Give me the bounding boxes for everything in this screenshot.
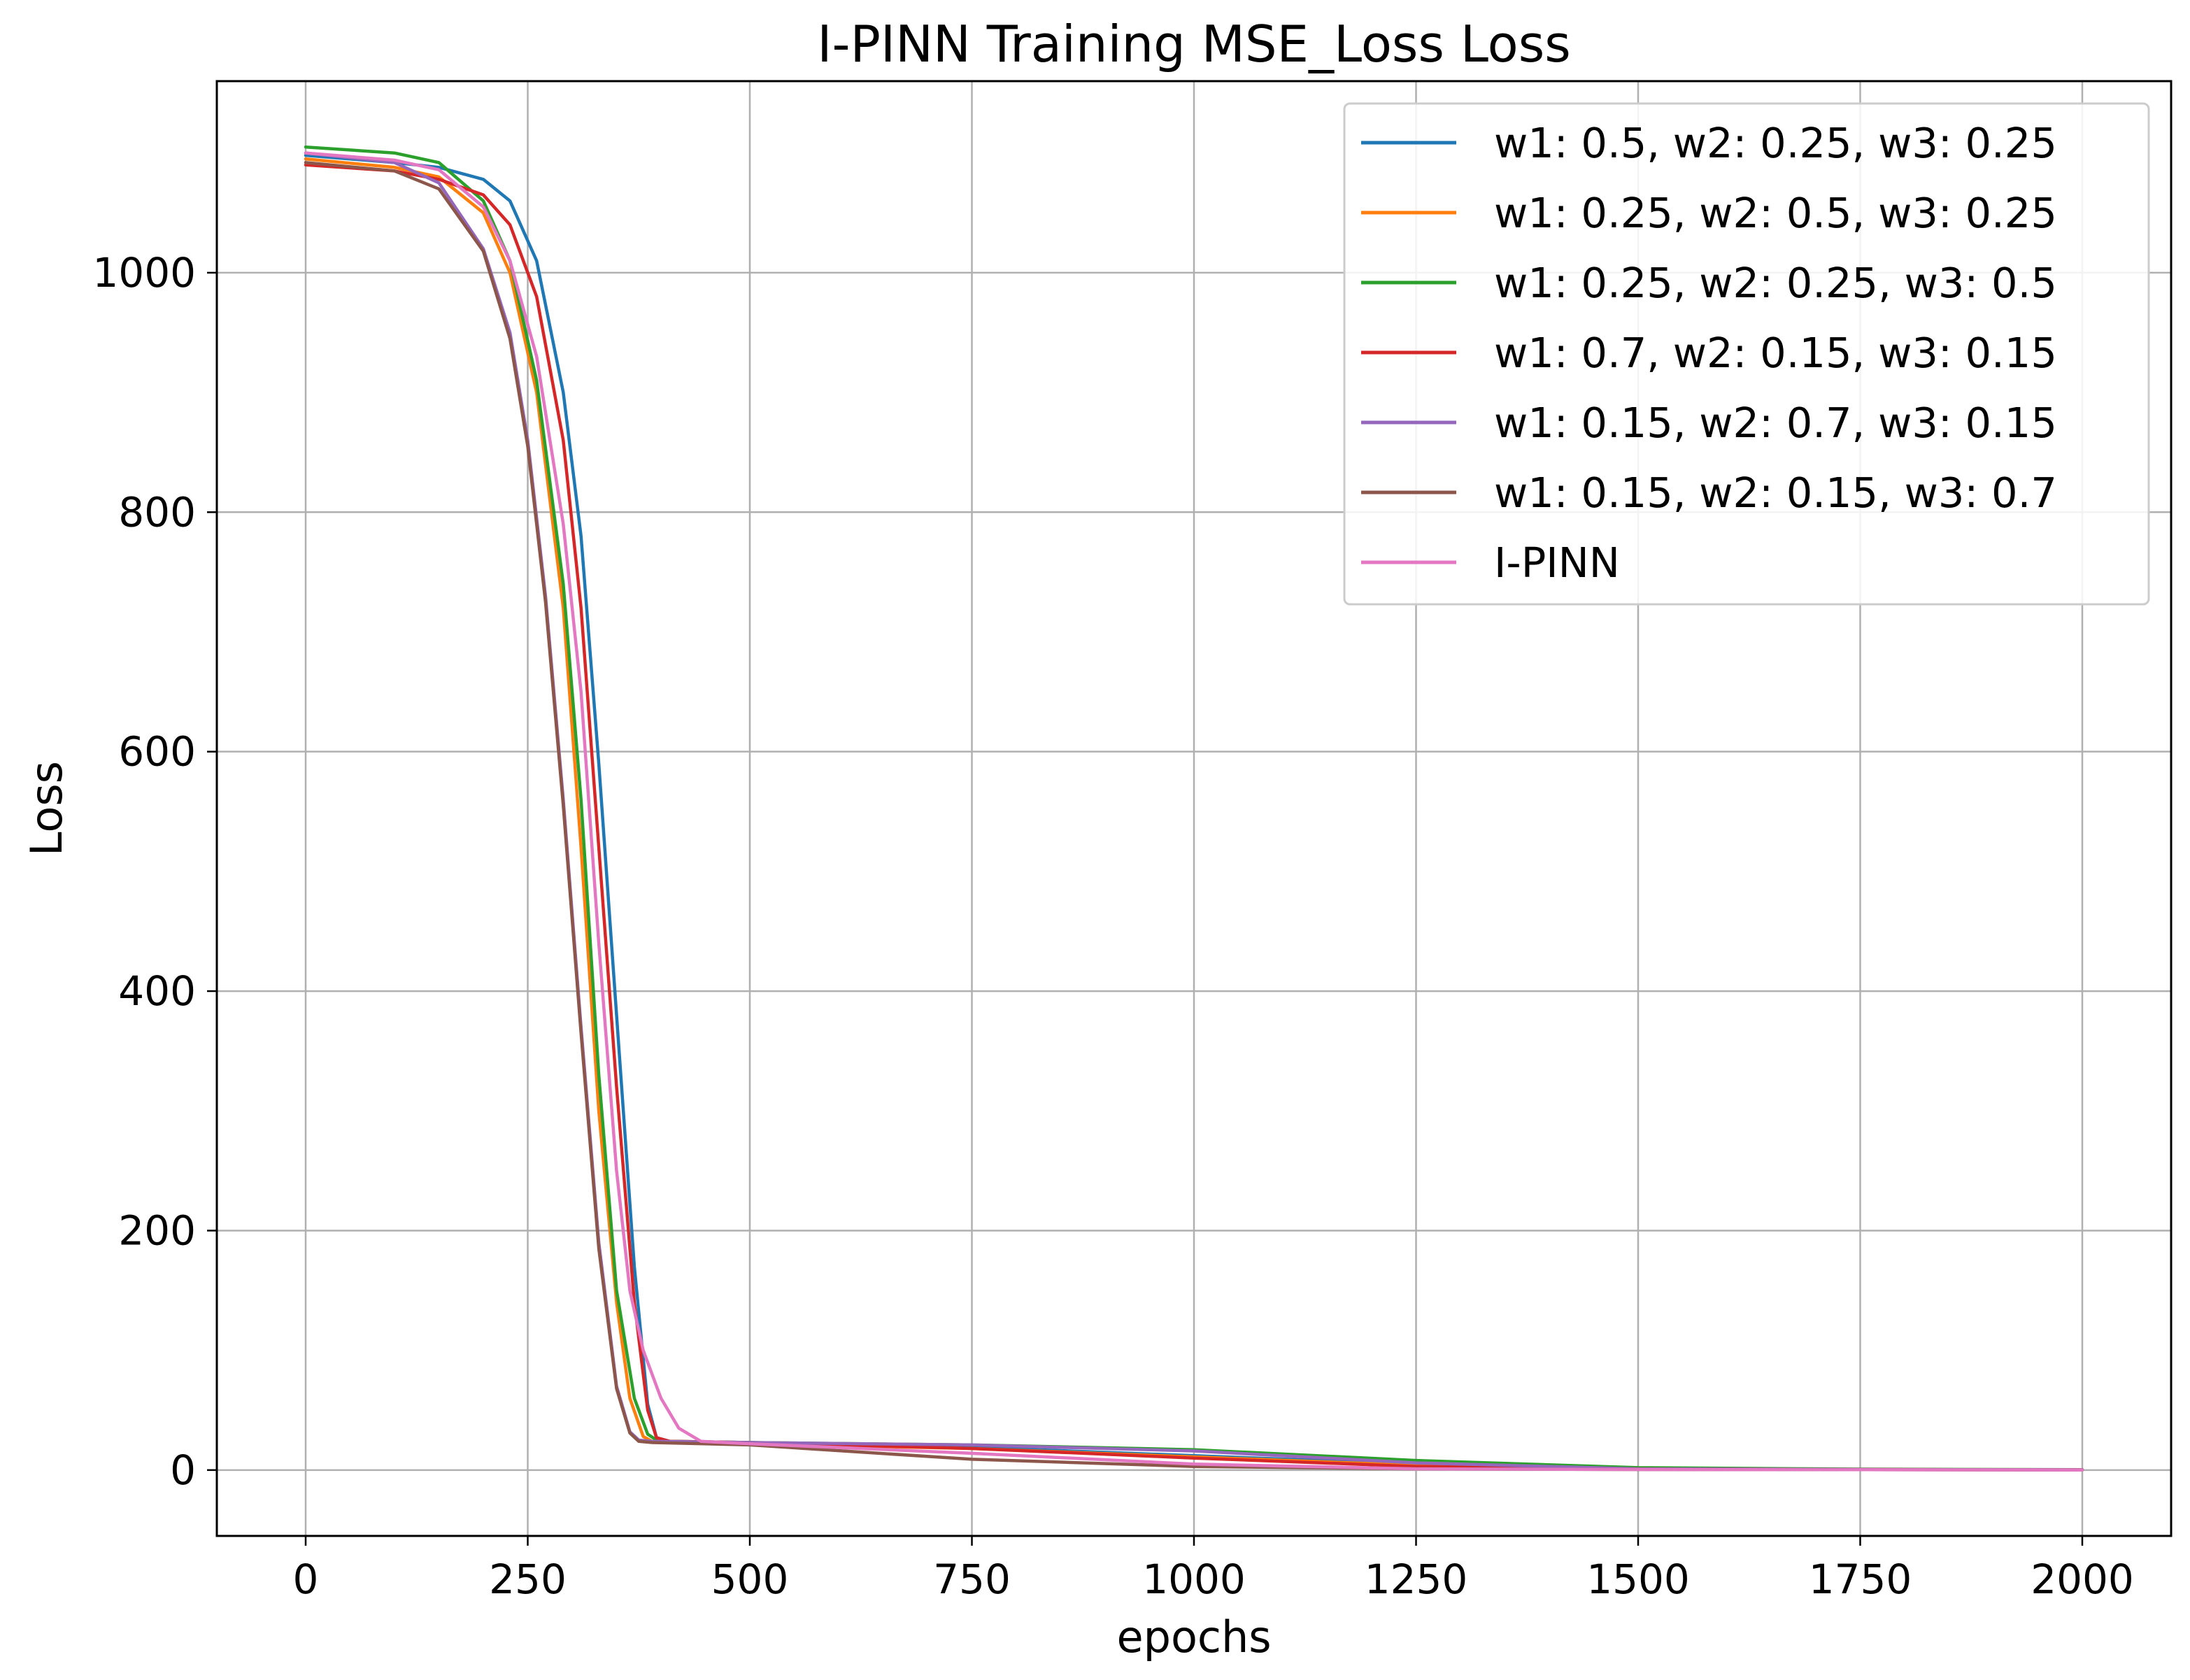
y-tick-label: 600 <box>118 728 196 776</box>
y-axis-label: Loss <box>21 761 72 856</box>
series-line-7 <box>304 151 2084 1472</box>
x-axis-label: epochs <box>1116 1611 1271 1663</box>
axis-ticks: 0 250 500 750 1000 1250 1500 1750 2000 0 200 400 600… <box>92 249 2133 1603</box>
legend-label-2: w1: 0.25, w2: 0.5, w3: 0.25 <box>1494 189 2057 237</box>
legend: w1: 0.5, w2: 0.25, w3: 0.25 w1: 0.25, w2:… <box>1343 102 2150 606</box>
x-tick-label: 1500 <box>1586 1556 1690 1603</box>
x-tick-label: 250 <box>489 1556 567 1603</box>
legend-label-1: w1: 0.5, w2: 0.25, w3: 0.25 <box>1494 119 2057 167</box>
y-tick-label: 200 <box>118 1206 196 1254</box>
x-tick-label: 2000 <box>2031 1556 2134 1603</box>
y-tick-label: 0 <box>170 1446 196 1494</box>
x-tick-label: 1750 <box>1809 1556 1912 1603</box>
x-tick-label: 0 <box>293 1556 319 1603</box>
y-tick-label: 400 <box>118 967 196 1015</box>
legend-label-4: w1: 0.7, w2: 0.15, w3: 0.15 <box>1494 329 2057 377</box>
series-lines <box>304 145 2084 1472</box>
x-tick-label: 1000 <box>1142 1556 1246 1603</box>
legend-box <box>1343 102 2150 606</box>
y-tick-label: 800 <box>118 488 196 536</box>
y-tick-label: 1000 <box>92 249 196 297</box>
legend-label-5: w1: 0.15, w2: 0.7, w3: 0.15 <box>1494 399 2057 447</box>
legend-label-3: w1: 0.25, w2: 0.25, w3: 0.5 <box>1494 259 2057 307</box>
x-tick-label: 500 <box>711 1556 789 1603</box>
series-line-4 <box>304 163 2084 1472</box>
legend-label-6: w1: 0.15, w2: 0.15, w3: 0.7 <box>1494 469 2057 517</box>
legend-label-7: I-PINN <box>1494 539 1620 587</box>
chart-title: I-PINN Training MSE_Loss Loss <box>817 15 1571 73</box>
x-tick-label: 750 <box>933 1556 1011 1603</box>
x-tick-label: 1250 <box>1365 1556 1468 1603</box>
series-line-3 <box>304 145 2084 1472</box>
